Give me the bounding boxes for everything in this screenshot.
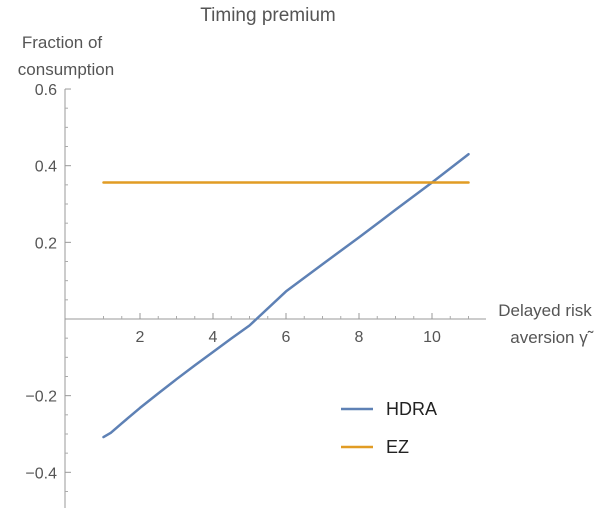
legend: HDRA EZ: [341, 399, 437, 457]
y-axis-label-line-1: Fraction of: [22, 33, 103, 52]
legend-label-hdra: HDRA: [386, 399, 437, 419]
major-ticks: 2 4 6 8 10 −0.4 −0.2 0.2 0.4 0.6: [25, 82, 441, 482]
legend-label-ez: EZ: [386, 437, 409, 457]
series-line-hdra: [102, 152, 470, 439]
chart-title: Timing premium: [200, 5, 336, 26]
minor-ticks: [65, 107, 469, 492]
y-tick-label-0.6: 0.6: [35, 82, 57, 99]
y-tick-label--0.4: −0.4: [25, 465, 57, 482]
y-tick-label-0.4: 0.4: [35, 159, 57, 176]
y-axis-label-line-2: consumption: [18, 60, 114, 79]
y-tick-label--0.2: −0.2: [25, 389, 57, 406]
x-tick-label-6: 6: [282, 329, 291, 346]
x-axis-label-line-1: Delayed risk: [498, 301, 592, 320]
x-tick-label-10: 10: [423, 329, 441, 346]
series-layer: [102, 152, 470, 439]
y-tick-label-0.2: 0.2: [35, 235, 57, 252]
x-tick-label-8: 8: [355, 329, 364, 346]
x-tick-label-4: 4: [209, 329, 218, 346]
x-axis-label-line-2: aversion γ̃: [510, 328, 593, 347]
x-tick-label-2: 2: [136, 329, 145, 346]
